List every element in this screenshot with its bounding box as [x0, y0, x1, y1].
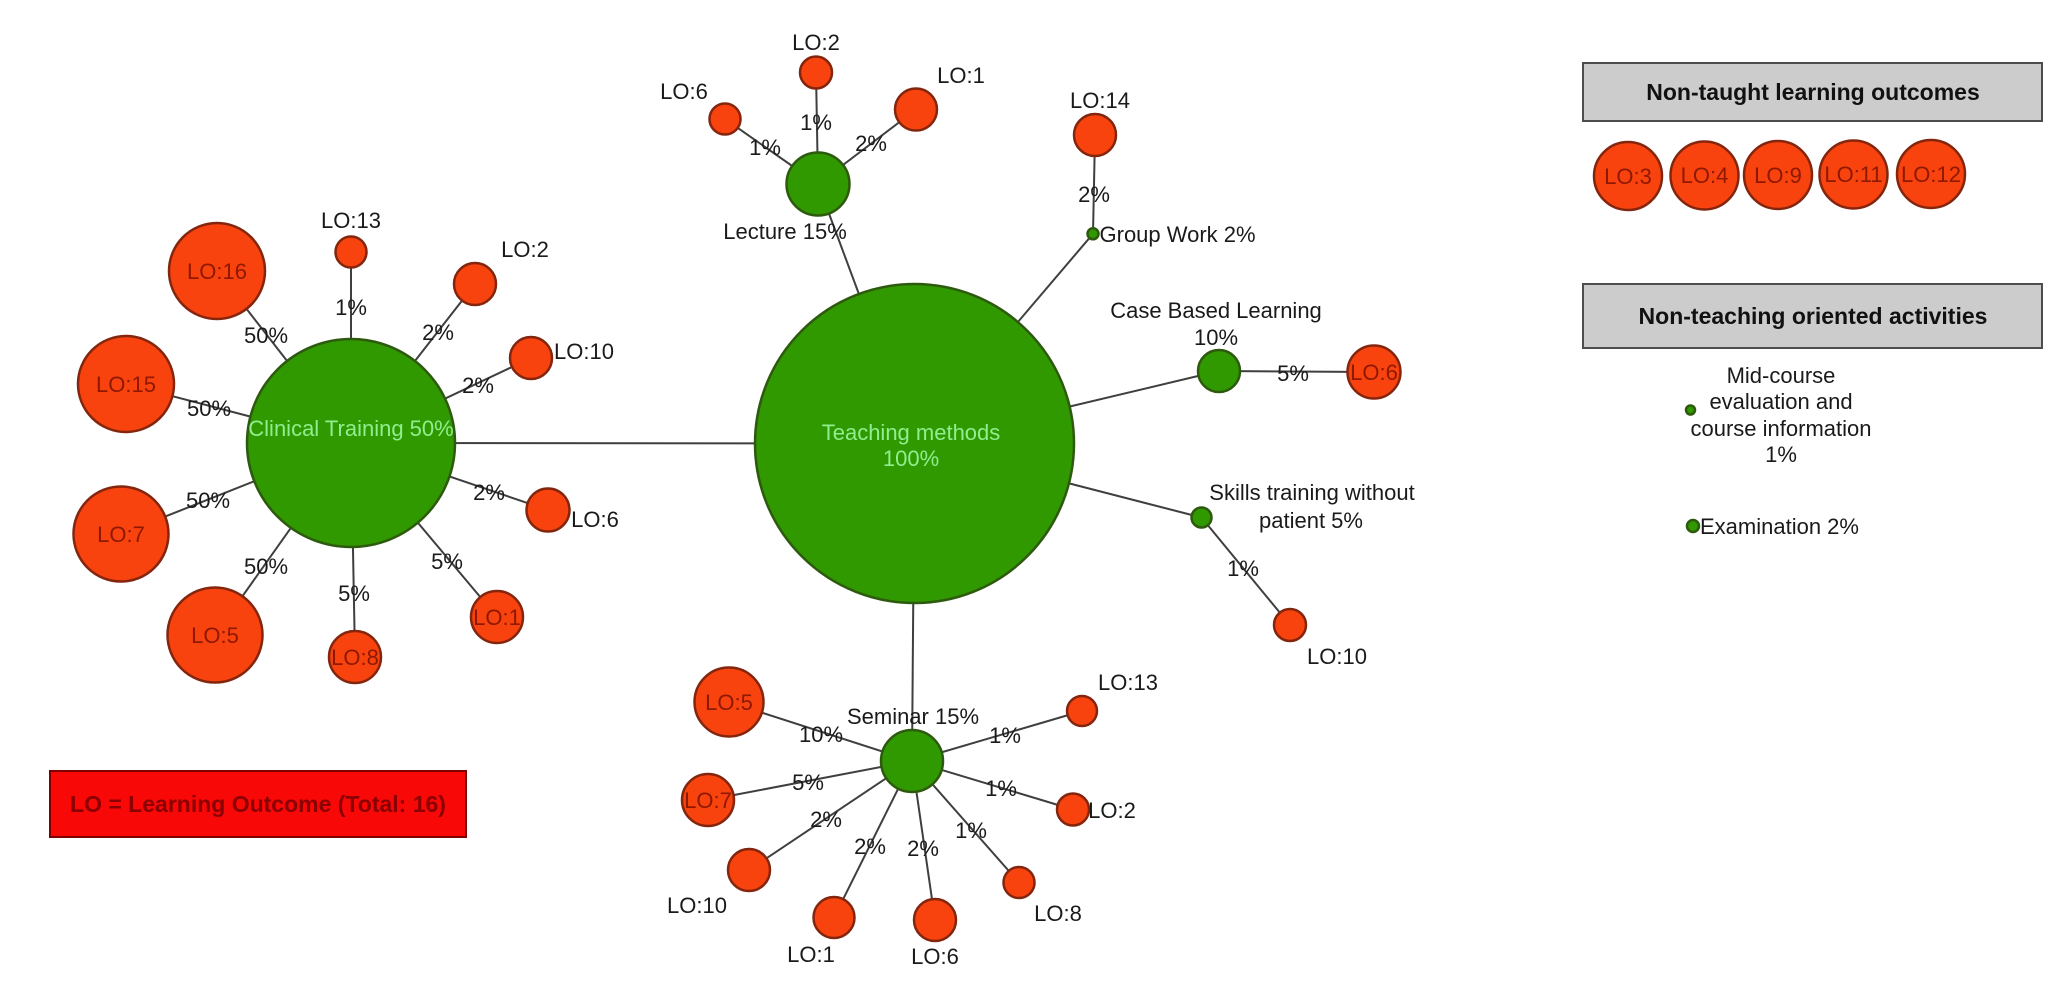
svg-text:LO:8: LO:8	[1034, 901, 1082, 926]
svg-text:LO:4: LO:4	[1681, 163, 1729, 188]
svg-text:Seminar 15%: Seminar 15%	[847, 704, 979, 729]
svg-text:LO:13: LO:13	[1098, 670, 1158, 695]
svg-text:LO:15: LO:15	[96, 372, 156, 397]
svg-text:5%: 5%	[338, 581, 370, 606]
svg-text:Examination 2%: Examination 2%	[1700, 514, 1859, 539]
svg-text:2%: 2%	[473, 480, 505, 505]
svg-text:LO:2: LO:2	[792, 30, 840, 55]
svg-text:LO:2: LO:2	[501, 237, 549, 262]
svg-text:10%: 10%	[799, 722, 843, 747]
svg-text:LO:8: LO:8	[331, 645, 379, 670]
svg-text:LO:9: LO:9	[1754, 163, 1802, 188]
svg-text:LO:6: LO:6	[1350, 360, 1398, 385]
svg-text:evaluation and: evaluation and	[1709, 389, 1852, 414]
svg-text:Non-teaching oriented activiti: Non-teaching oriented activities	[1639, 303, 1988, 329]
svg-text:LO:10: LO:10	[554, 339, 614, 364]
svg-text:LO:11: LO:11	[1824, 162, 1882, 187]
svg-text:1%: 1%	[985, 776, 1017, 801]
svg-text:LO:7: LO:7	[684, 788, 732, 813]
svg-text:LO:1: LO:1	[937, 63, 985, 88]
svg-text:2%: 2%	[854, 834, 886, 859]
svg-text:50%: 50%	[186, 488, 230, 513]
svg-text:Group Work 2%: Group Work 2%	[1100, 222, 1256, 247]
svg-text:1%: 1%	[989, 723, 1021, 748]
svg-text:50%: 50%	[244, 323, 288, 348]
svg-text:LO:1: LO:1	[473, 605, 521, 630]
svg-text:Teaching methods: Teaching methods	[822, 420, 1001, 445]
svg-text:LO:12: LO:12	[1901, 162, 1961, 187]
svg-text:5%: 5%	[431, 549, 463, 574]
svg-text:1%: 1%	[335, 295, 367, 320]
svg-text:2%: 2%	[1078, 182, 1110, 207]
svg-text:course information: course information	[1691, 416, 1872, 441]
svg-text:2%: 2%	[422, 320, 454, 345]
svg-text:LO = Learning Outcome (Total:: LO = Learning Outcome (Total: 16)	[70, 791, 446, 817]
svg-text:2%: 2%	[810, 807, 842, 832]
svg-text:2%: 2%	[855, 131, 887, 156]
svg-text:Mid-course: Mid-course	[1727, 363, 1836, 388]
svg-text:2%: 2%	[907, 836, 939, 861]
svg-text:LO:16: LO:16	[187, 259, 247, 284]
svg-text:LO:7: LO:7	[97, 522, 145, 547]
svg-text:Lecture 15%: Lecture 15%	[723, 219, 847, 244]
svg-text:10%: 10%	[1194, 325, 1238, 350]
svg-text:Case Based Learning: Case Based Learning	[1110, 298, 1322, 323]
svg-text:50%: 50%	[244, 554, 288, 579]
svg-text:1%: 1%	[955, 818, 987, 843]
svg-text:LO:6: LO:6	[660, 79, 708, 104]
svg-text:1%: 1%	[800, 110, 832, 135]
svg-text:Non-taught learning outcomes: Non-taught learning outcomes	[1646, 79, 1980, 105]
svg-text:LO:14: LO:14	[1070, 88, 1130, 113]
svg-text:LO:2: LO:2	[1088, 798, 1136, 823]
svg-text:patient 5%: patient 5%	[1259, 508, 1363, 533]
svg-text:LO:13: LO:13	[321, 208, 381, 233]
svg-text:LO:10: LO:10	[667, 893, 727, 918]
svg-text:Clinical Training 50%: Clinical Training 50%	[248, 416, 453, 441]
svg-text:LO:10: LO:10	[1307, 644, 1367, 669]
svg-text:LO:1: LO:1	[787, 942, 835, 967]
svg-text:Skills training without: Skills training without	[1209, 480, 1414, 505]
svg-text:5%: 5%	[792, 770, 824, 795]
svg-text:LO:3: LO:3	[1604, 164, 1652, 189]
svg-text:2%: 2%	[462, 373, 494, 398]
svg-text:5%: 5%	[1277, 361, 1309, 386]
svg-text:1%: 1%	[1227, 556, 1259, 581]
svg-text:50%: 50%	[187, 396, 231, 421]
svg-text:LO:6: LO:6	[911, 944, 959, 969]
svg-text:100%: 100%	[883, 446, 939, 471]
svg-text:LO:5: LO:5	[191, 623, 239, 648]
svg-text:LO:5: LO:5	[705, 690, 753, 715]
svg-text:LO:6: LO:6	[571, 507, 619, 532]
svg-text:1%: 1%	[1765, 442, 1797, 467]
svg-text:1%: 1%	[749, 135, 781, 160]
